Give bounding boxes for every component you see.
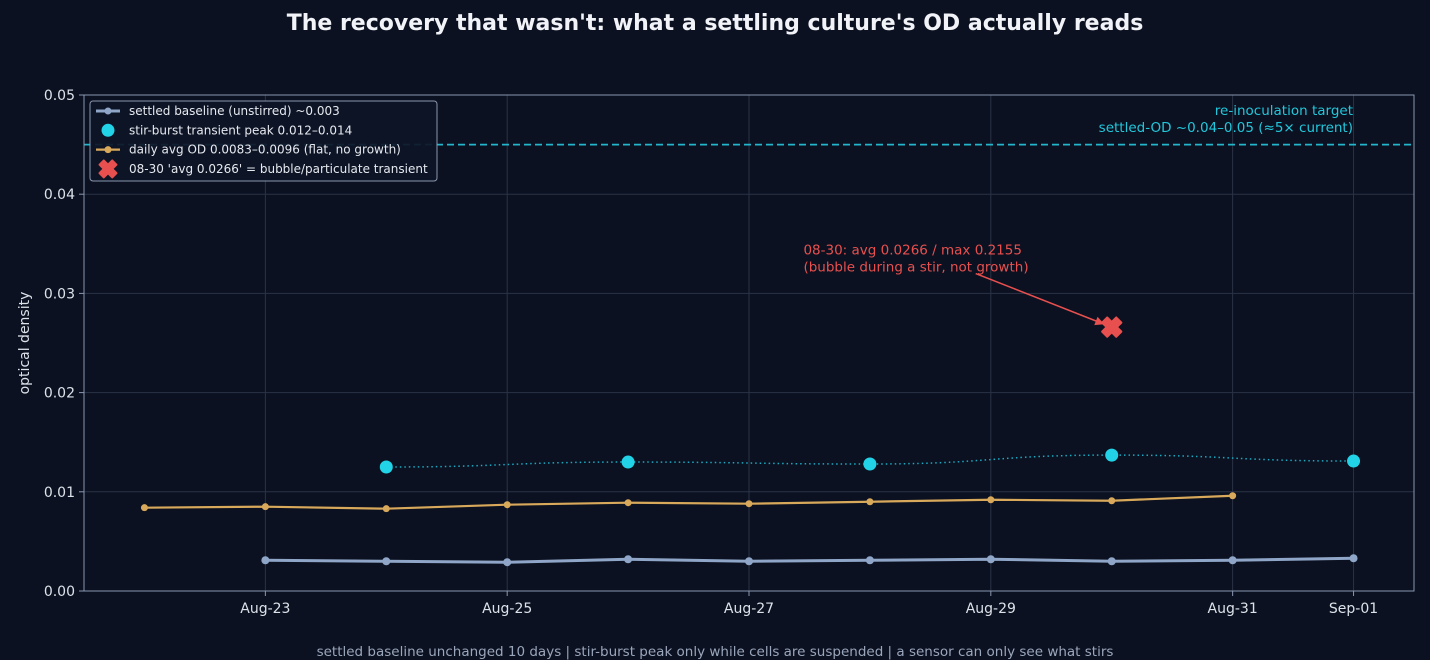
x-tick-label: Aug-23: [240, 601, 290, 617]
series-line-2: [144, 494, 1233, 510]
footer-note: settled baseline unchanged 10 days | sti…: [317, 644, 1114, 660]
data-point: [382, 505, 390, 513]
data-point: [1229, 492, 1237, 500]
x-tick-label: Aug-27: [724, 601, 774, 617]
y-tick-label: 0.00: [44, 584, 75, 600]
data-point: [382, 557, 391, 566]
x-marker-bar: [1101, 316, 1123, 338]
reference-line-label: settled-OD ~0.04–0.05 (≈5× current): [1099, 120, 1353, 136]
x-marker-point: [1101, 316, 1123, 338]
x-tick-label: Sep-01: [1329, 601, 1378, 617]
y-tick-label: 0.01: [44, 485, 75, 501]
data-point: [624, 499, 632, 507]
series-line-0: [265, 556, 1354, 564]
data-point: [745, 500, 753, 508]
legend-label: 08-30 'avg 0.0266' = bubble/particulate …: [129, 162, 428, 176]
data-point: [865, 556, 874, 565]
legend-label: stir-burst transient peak 0.012–0.014: [129, 123, 352, 137]
legend-swatch-x: [98, 159, 118, 179]
y-axis-label: optical density: [17, 292, 33, 395]
y-tick-label: 0.02: [44, 386, 75, 402]
data-point: [866, 498, 874, 506]
annotation-text: 08-30: avg 0.0266 / max 0.2155: [803, 243, 1022, 259]
chart-title: The recovery that wasn't: what a settlin…: [287, 11, 1144, 36]
legend-box: [89, 100, 438, 182]
legend-item: settled baseline (unstirred) ~0.003: [96, 104, 340, 118]
data-point: [261, 556, 270, 565]
data-point: [1349, 554, 1358, 563]
data-point: [1347, 454, 1361, 468]
legend-swatch-marker: [104, 107, 112, 115]
annotation-text: (bubble during a stir, not growth): [803, 260, 1028, 276]
data-point: [261, 503, 269, 511]
x-tick-label: Aug-25: [482, 601, 532, 617]
annotation-arrow: [975, 272, 1105, 325]
data-point: [379, 460, 393, 474]
y-tick-label: 0.04: [44, 187, 75, 203]
data-point: [140, 504, 148, 512]
data-point: [621, 455, 635, 469]
data-point: [745, 557, 753, 566]
data-point: [986, 555, 995, 564]
data-point: [1108, 497, 1116, 505]
data-point: [1105, 448, 1119, 462]
annotation-arrow-head: [1094, 316, 1105, 326]
data-point: [1228, 556, 1237, 565]
data-point: [863, 457, 877, 471]
legend-item: stir-burst transient peak 0.012–0.014: [101, 123, 352, 137]
y-tick-label: 0.05: [44, 88, 75, 104]
data-point: [503, 501, 511, 509]
legend-swatch-marker: [104, 146, 112, 154]
data-point: [1107, 557, 1116, 566]
reference-line-label: re-inoculation target: [1215, 103, 1353, 119]
data-point: [987, 496, 995, 504]
x-tick-label: Aug-31: [1208, 601, 1258, 617]
y-tick-label: 0.03: [44, 286, 75, 302]
legend-label: settled baseline (unstirred) ~0.003: [129, 104, 340, 118]
legend-label: daily avg OD 0.0083–0.0096 (flat, no gro…: [129, 143, 401, 157]
legend: settled baseline (unstirred) ~0.003 stir-…: [89, 100, 438, 182]
data-point: [624, 555, 633, 564]
x-marker-bar: [98, 159, 118, 179]
legend-swatch-marker: [101, 123, 115, 137]
data-point: [503, 558, 512, 567]
series-connector-1: [386, 454, 1354, 468]
legend-item: 08-30 'avg 0.0266' = bubble/particulate …: [98, 159, 428, 179]
x-tick-label: Aug-29: [966, 601, 1016, 617]
legend-item: daily avg OD 0.0083–0.0096 (flat, no gro…: [96, 143, 401, 157]
